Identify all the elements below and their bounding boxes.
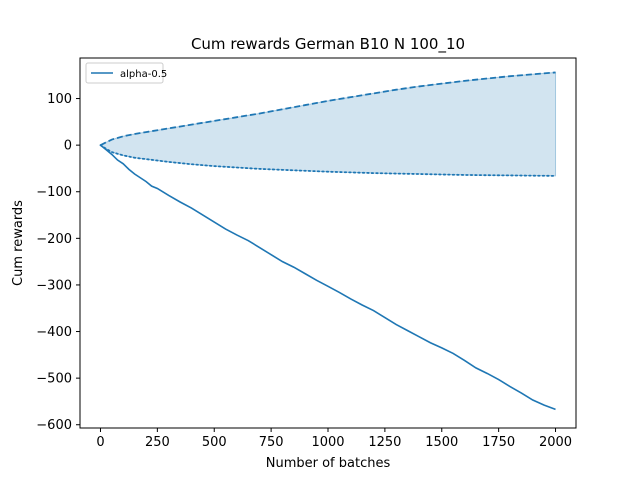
x-tick-label: 250 [145, 435, 170, 450]
y-tick-label: −500 [36, 372, 72, 387]
x-axis-label: Number of batches [266, 456, 391, 471]
confidence-band [99, 71, 557, 177]
x-tick-label: 0 [96, 435, 104, 450]
plot-area [99, 71, 557, 411]
plot-frame [79, 57, 577, 429]
y-axis-label: Cum rewards [11, 200, 26, 286]
y-tick-label: 100 [47, 92, 72, 107]
series-line-solid [99, 144, 556, 411]
x-tick-label: 2000 [539, 435, 572, 450]
y-tick-label: 0 [64, 139, 72, 154]
y-tick-label: −100 [36, 185, 72, 200]
legend: alpha-0.5 [85, 62, 167, 84]
y-tick-label: −200 [36, 232, 72, 247]
legend-box [85, 62, 164, 84]
y-tick-label: −300 [36, 278, 72, 293]
legend-entry-alpha: alpha-0.5 [120, 69, 167, 80]
x-tick-label: 1750 [482, 435, 515, 450]
y-axis: −600 −500 −400 −300 −200 −100 0 100 [36, 92, 80, 433]
x-tick-label: 500 [202, 435, 227, 450]
x-tick-label: 1500 [425, 435, 458, 450]
y-tick-label: −400 [36, 325, 72, 340]
y-tick-label: −600 [36, 418, 72, 433]
chart-title: Cum rewards German B10 N 100_10 [191, 35, 465, 54]
series-line-dotted [99, 144, 557, 177]
x-axis: 0 250 500 750 1000 1250 1500 1750 2000 [96, 428, 572, 450]
x-tick-label: 1000 [311, 435, 344, 450]
x-tick-label: 1250 [368, 435, 401, 450]
series-line-dashed [100, 71, 556, 146]
x-tick-label: 750 [259, 435, 284, 450]
